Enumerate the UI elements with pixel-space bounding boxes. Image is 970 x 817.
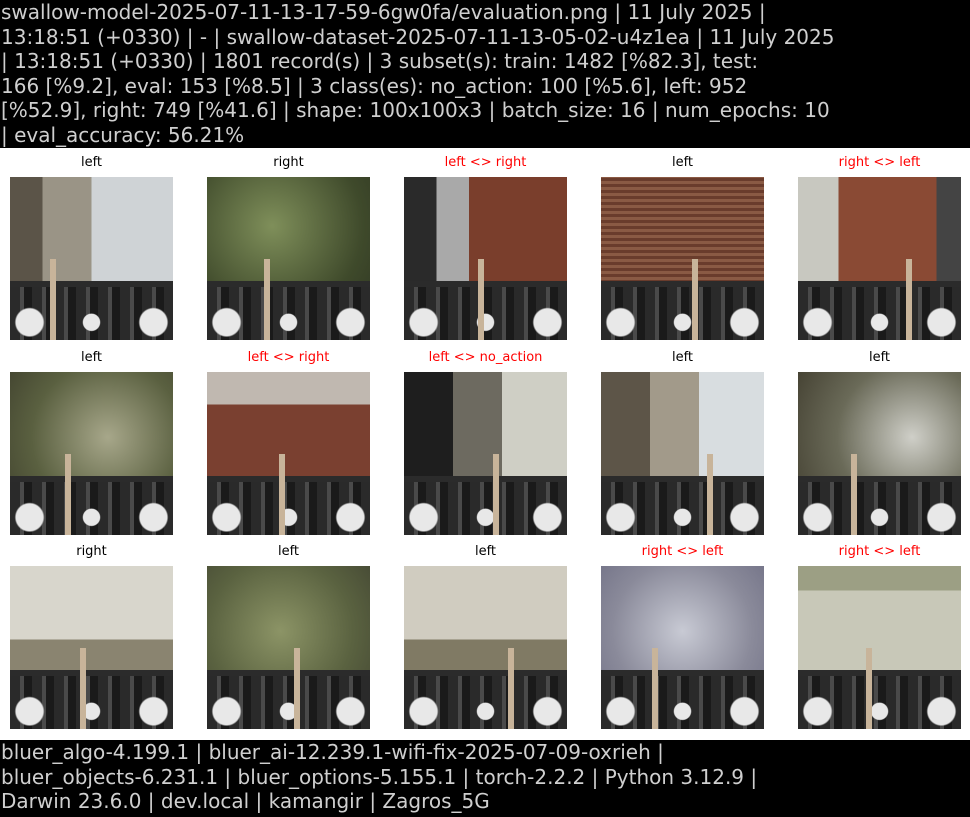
post-graphic	[906, 258, 912, 340]
post-graphic	[478, 258, 484, 340]
sample-image	[601, 566, 764, 729]
header-line: swallow-model-2025-07-11-13-17-59-6gw0fa…	[1, 0, 766, 24]
sample-image	[10, 372, 173, 535]
post-graphic	[652, 647, 658, 729]
fence-graphic	[10, 281, 173, 340]
prediction-label: left	[80, 350, 103, 365]
misclassified-label: left <> right	[444, 155, 527, 170]
sample-image	[404, 566, 567, 729]
sample-image	[207, 177, 370, 340]
fence-graphic	[207, 670, 370, 729]
fence-graphic	[404, 670, 567, 729]
sample-cell: left	[798, 350, 961, 535]
prediction-label: right	[273, 155, 304, 170]
post-graphic	[294, 647, 300, 729]
post-graphic	[851, 453, 857, 535]
sample-cell: right <> left	[798, 544, 961, 729]
sample-image	[798, 177, 961, 340]
sample-image	[404, 177, 567, 340]
fence-graphic	[601, 476, 764, 535]
sample-cell: right	[207, 155, 370, 340]
prediction-label: left	[80, 155, 103, 170]
fence-graphic	[207, 281, 370, 340]
post-graphic	[707, 453, 713, 535]
fence-graphic	[10, 476, 173, 535]
post-graphic	[866, 647, 872, 729]
header-line: | eval_accuracy: 56.21%	[1, 122, 245, 147]
footer-line: bluer_objects-6.231.1 | bluer_options-5.…	[1, 764, 758, 789]
post-graphic	[493, 453, 499, 535]
sample-cell: left	[10, 350, 173, 535]
sample-cell: left <> no_action	[404, 350, 567, 535]
sample-cell: left	[404, 544, 567, 729]
sample-cell: right <> left	[601, 544, 764, 729]
post-graphic	[692, 258, 698, 340]
sample-image	[10, 177, 173, 340]
header-banner: swallow-model-2025-07-11-13-17-59-6gw0fa…	[0, 0, 970, 148]
prediction-label: left	[671, 155, 694, 170]
sample-image	[10, 566, 173, 729]
sample-image	[207, 372, 370, 535]
prediction-label: right	[76, 544, 107, 559]
fence-graphic	[404, 476, 567, 535]
footer-banner: bluer_algo-4.199.1 | bluer_ai-12.239.1-w…	[0, 740, 970, 817]
fence-graphic	[10, 670, 173, 729]
header-line: 166 [%9.2], eval: 153 [%8.5] | 3 class(e…	[1, 73, 748, 98]
sample-cell: left	[601, 350, 764, 535]
prediction-label: left	[277, 544, 300, 559]
prediction-label: left	[474, 544, 497, 559]
fence-graphic	[601, 281, 764, 340]
post-graphic	[508, 647, 514, 729]
sample-image	[601, 177, 764, 340]
fence-graphic	[798, 670, 961, 729]
sample-cell: left <> right	[404, 155, 567, 340]
post-graphic	[65, 453, 71, 535]
sample-cell: right	[10, 544, 173, 729]
prediction-label: left	[868, 350, 891, 365]
sample-cell: left	[207, 544, 370, 729]
sample-image	[404, 372, 567, 535]
fence-graphic	[798, 476, 961, 535]
sample-cell: left <> right	[207, 350, 370, 535]
header-line: 13:18:51 (+0330) | - | swallow-dataset-2…	[1, 24, 835, 49]
header-line: [%52.9], right: 749 [%41.6] | shape: 100…	[1, 98, 830, 123]
fence-graphic	[404, 281, 567, 340]
footer-line: Darwin 23.6.0 | dev.local | kamangir | Z…	[1, 789, 490, 814]
footer-line: bluer_algo-4.199.1 | bluer_ai-12.239.1-w…	[1, 740, 664, 764]
fence-graphic	[601, 670, 764, 729]
fence-graphic	[207, 476, 370, 535]
misclassified-label: right <> left	[641, 544, 724, 559]
sample-image	[798, 566, 961, 729]
header-line: | 13:18:51 (+0330) | 1801 record(s) | 3 …	[1, 49, 759, 74]
misclassified-label: left <> no_action	[428, 350, 543, 365]
misclassified-label: right <> left	[838, 155, 921, 170]
post-graphic	[80, 647, 86, 729]
fence-graphic	[798, 281, 961, 340]
sample-cell: right <> left	[798, 155, 961, 340]
sample-cell: left	[10, 155, 173, 340]
sample-image	[601, 372, 764, 535]
sample-image	[207, 566, 370, 729]
misclassified-label: right <> left	[838, 544, 921, 559]
post-graphic	[264, 258, 270, 340]
sample-image	[798, 372, 961, 535]
post-graphic	[50, 258, 56, 340]
misclassified-label: left <> right	[247, 350, 330, 365]
prediction-label: left	[671, 350, 694, 365]
post-graphic	[279, 453, 285, 535]
sample-cell: left	[601, 155, 764, 340]
